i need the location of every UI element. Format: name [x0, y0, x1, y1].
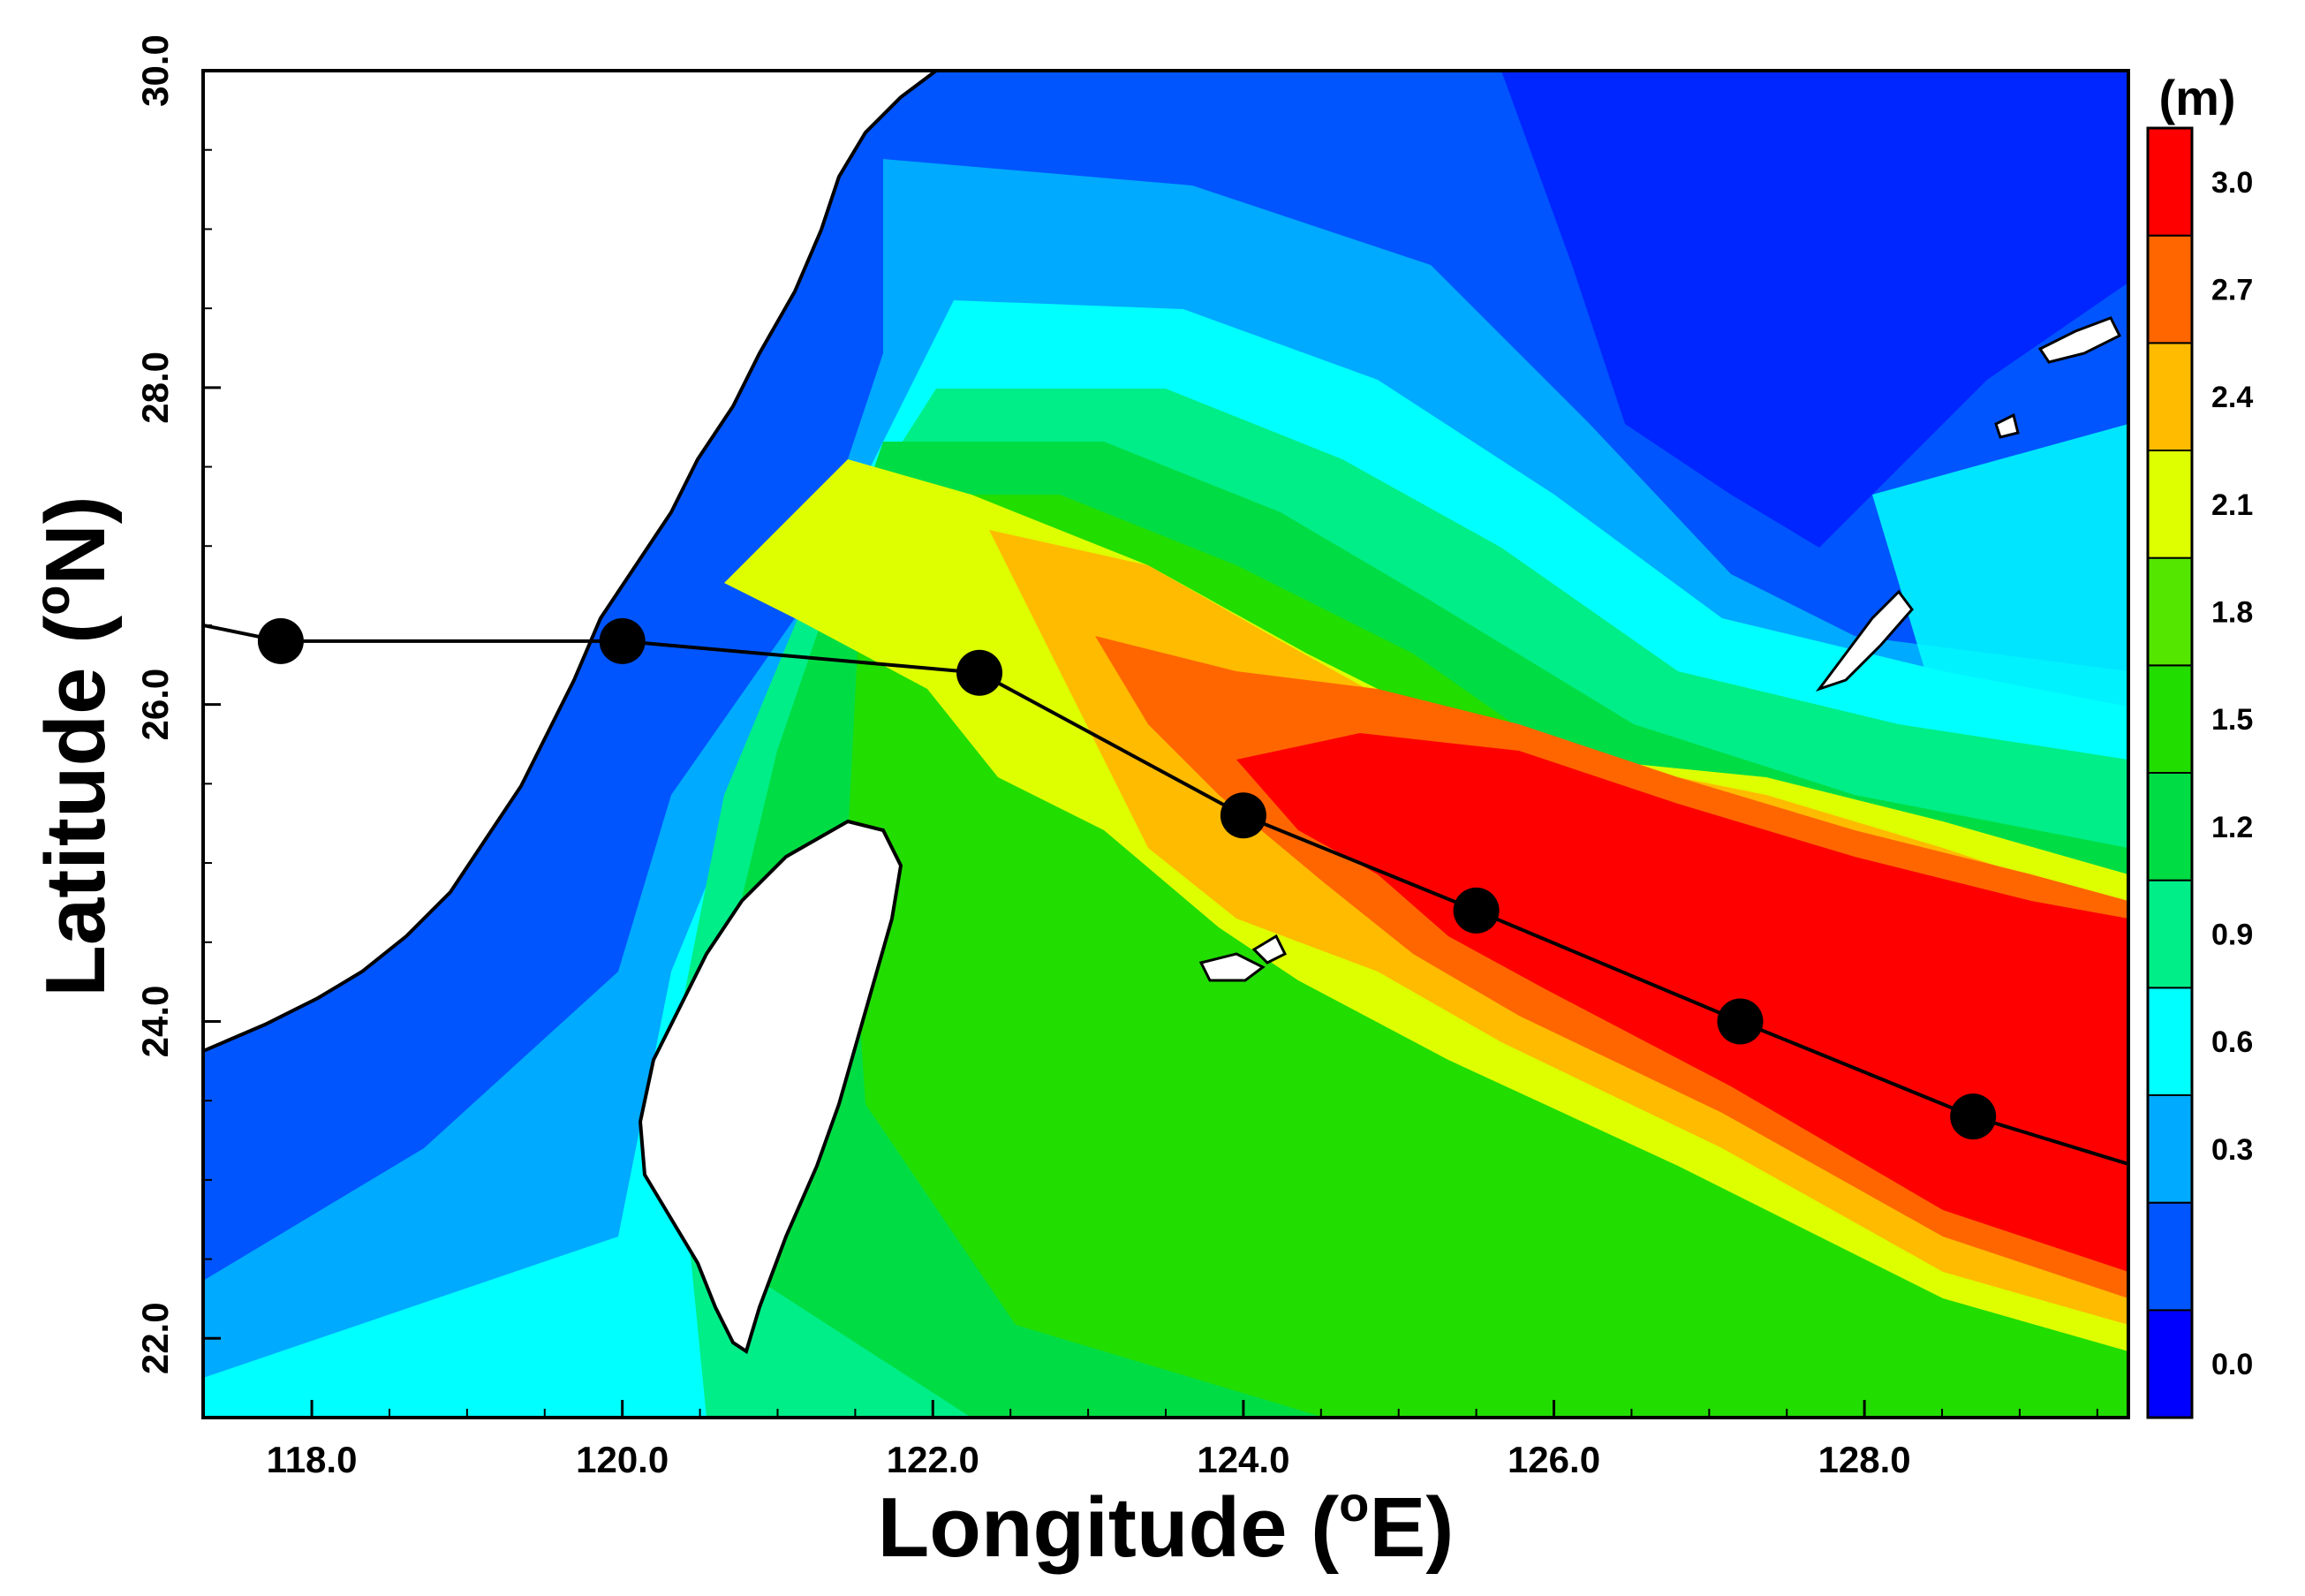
y-tick-label: 22.0 — [134, 1302, 176, 1374]
colorbar-frame — [2146, 126, 2194, 1419]
track-point — [956, 649, 1003, 696]
colorbar-swatch — [2147, 987, 2193, 1097]
colorbar-swatch — [2147, 1201, 2193, 1312]
colorbar-swatch — [2147, 1309, 2193, 1419]
colorbar-label: 2.1 — [2211, 488, 2253, 522]
colorbar-swatch — [2147, 556, 2193, 667]
colorbar-label: 1.2 — [2211, 811, 2253, 844]
tokara-island — [2037, 316, 2122, 364]
mainland-land — [203, 71, 940, 1054]
x-tick-label: 120.0 — [576, 1439, 669, 1480]
track-point — [1717, 998, 1764, 1045]
taiwan-island — [638, 819, 903, 1355]
x-tick-label: 122.0 — [887, 1439, 979, 1480]
y-tick-label: 28.0 — [134, 352, 176, 424]
colorbar-swatch — [2147, 127, 2193, 237]
x-tick-label: 126.0 — [1508, 1439, 1600, 1480]
colorbar-label: 1.8 — [2211, 596, 2253, 630]
track-point — [1950, 1093, 1997, 1140]
typhoon-track — [203, 617, 2128, 1166]
okinawa-island — [1815, 589, 1914, 692]
y-tick-label: 24.0 — [134, 986, 176, 1058]
colorbar-swatch — [2147, 1094, 2193, 1204]
colorbar-label: 1.5 — [2211, 703, 2253, 737]
track-point — [1220, 792, 1266, 839]
colorbar-unit: (m) — [2158, 70, 2235, 125]
y-tick-label: 30.0 — [134, 34, 176, 107]
colorbar-label: 0.0 — [2211, 1348, 2253, 1381]
colorbar-swatch — [2147, 234, 2193, 344]
colorbar-swatch — [2147, 772, 2193, 881]
x-tick-label: 118.0 — [267, 1439, 358, 1480]
colorbar-swatch — [2147, 450, 2193, 559]
y-axis-ticks: 22.0 24.0 26.0 28.0 30.0 — [134, 34, 221, 1374]
colorbar-swatch — [2147, 664, 2193, 774]
colorbar: 0.0 0.3 0.6 0.9 1.2 1.5 1.8 2.1 2.4 2.7 3.0 — [2146, 126, 2253, 1419]
wave-height-field — [203, 71, 2128, 1418]
x-tick-label: 128.0 — [1818, 1439, 1911, 1480]
colorbar-label: 2.4 — [2211, 381, 2253, 414]
colorbar-label: 0.9 — [2211, 919, 2253, 952]
track-point — [257, 617, 304, 664]
colorbar-swatch — [2147, 342, 2193, 452]
colorbar-swatch — [2147, 879, 2193, 989]
colorbar-label: 3.0 — [2211, 166, 2253, 200]
yaeyama-islands — [1198, 934, 1288, 982]
amami-island — [1994, 412, 2020, 439]
colorbar-label: 0.3 — [2211, 1133, 2253, 1167]
x-axis-ticks: 118.0 120.0 122.0 124.0 126.0 128.0 — [267, 1400, 2098, 1480]
track-point — [599, 617, 646, 664]
y-axis-title: Latitude (oN) — [24, 495, 123, 996]
y-tick-label: 26.0 — [134, 669, 176, 741]
colorbar-label: 2.7 — [2211, 274, 2253, 307]
colorbar-label: 0.6 — [2211, 1025, 2253, 1059]
x-tick-label: 124.0 — [1197, 1439, 1289, 1480]
track-point — [1453, 887, 1500, 934]
x-axis-title: Longitude (oE) — [878, 1476, 1455, 1575]
